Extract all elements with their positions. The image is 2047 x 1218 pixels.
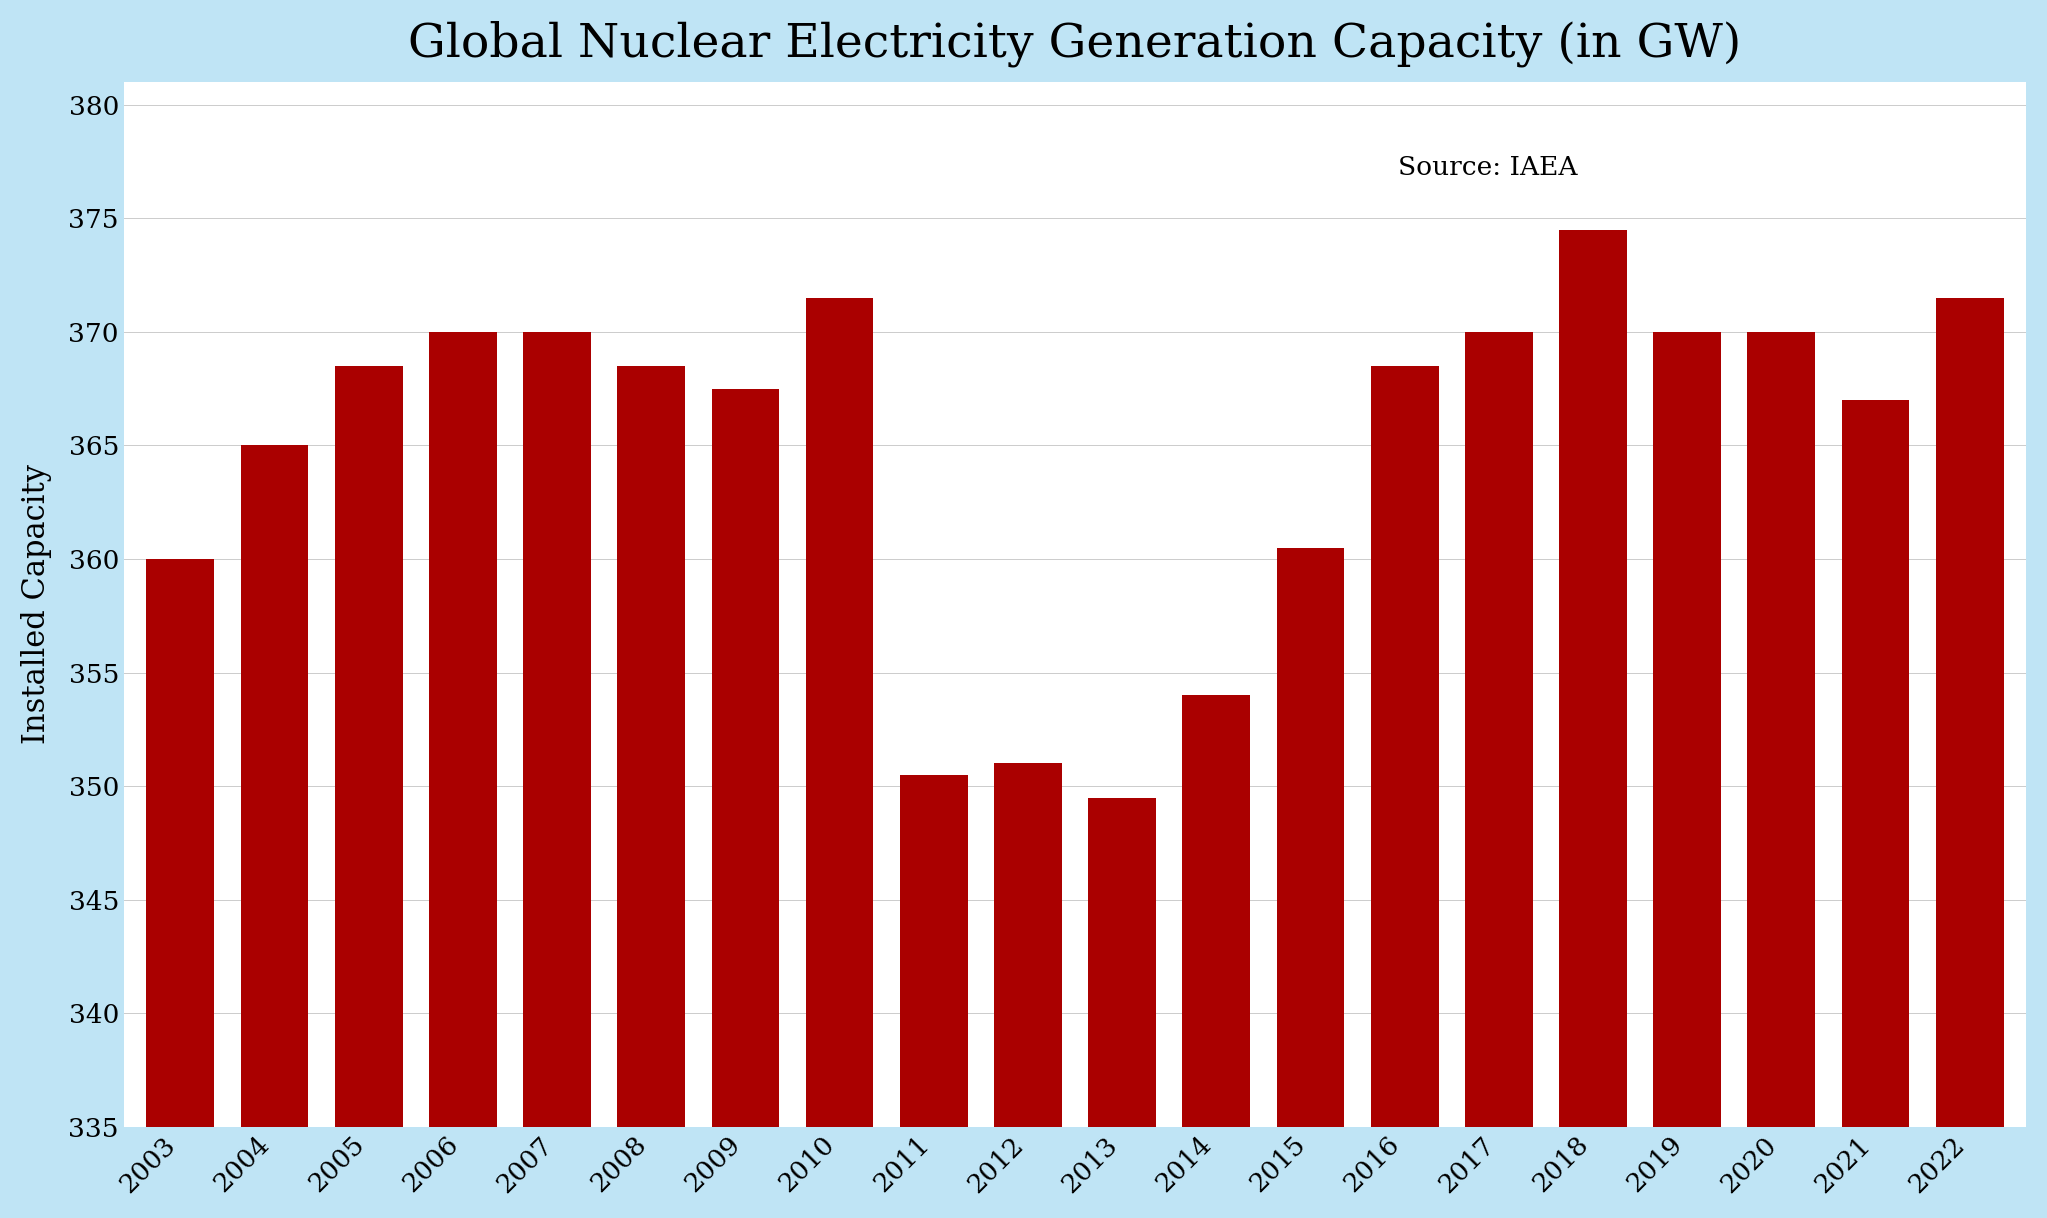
Bar [1277,548,1345,1127]
Bar [712,389,780,1127]
Bar [147,559,215,1127]
Bar [1936,297,2004,1127]
Bar [336,365,403,1127]
Bar [807,297,874,1127]
Bar [995,764,1062,1127]
Bar [1371,365,1439,1127]
Bar [1560,229,1627,1127]
Y-axis label: Installed Capacity: Installed Capacity [20,464,51,744]
Bar [1183,695,1251,1127]
Bar [524,331,592,1127]
Bar [1089,798,1157,1127]
Bar [430,331,497,1127]
Bar [1748,331,1816,1127]
Bar [618,365,686,1127]
Bar [1654,331,1722,1127]
Bar [242,446,309,1127]
Bar [1466,331,1533,1127]
Text: Source: IAEA: Source: IAEA [1398,155,1578,180]
Bar [1842,400,1910,1127]
Title: Global Nuclear Electricity Generation Capacity (in GW): Global Nuclear Electricity Generation Ca… [409,21,1742,67]
Bar [901,775,968,1127]
